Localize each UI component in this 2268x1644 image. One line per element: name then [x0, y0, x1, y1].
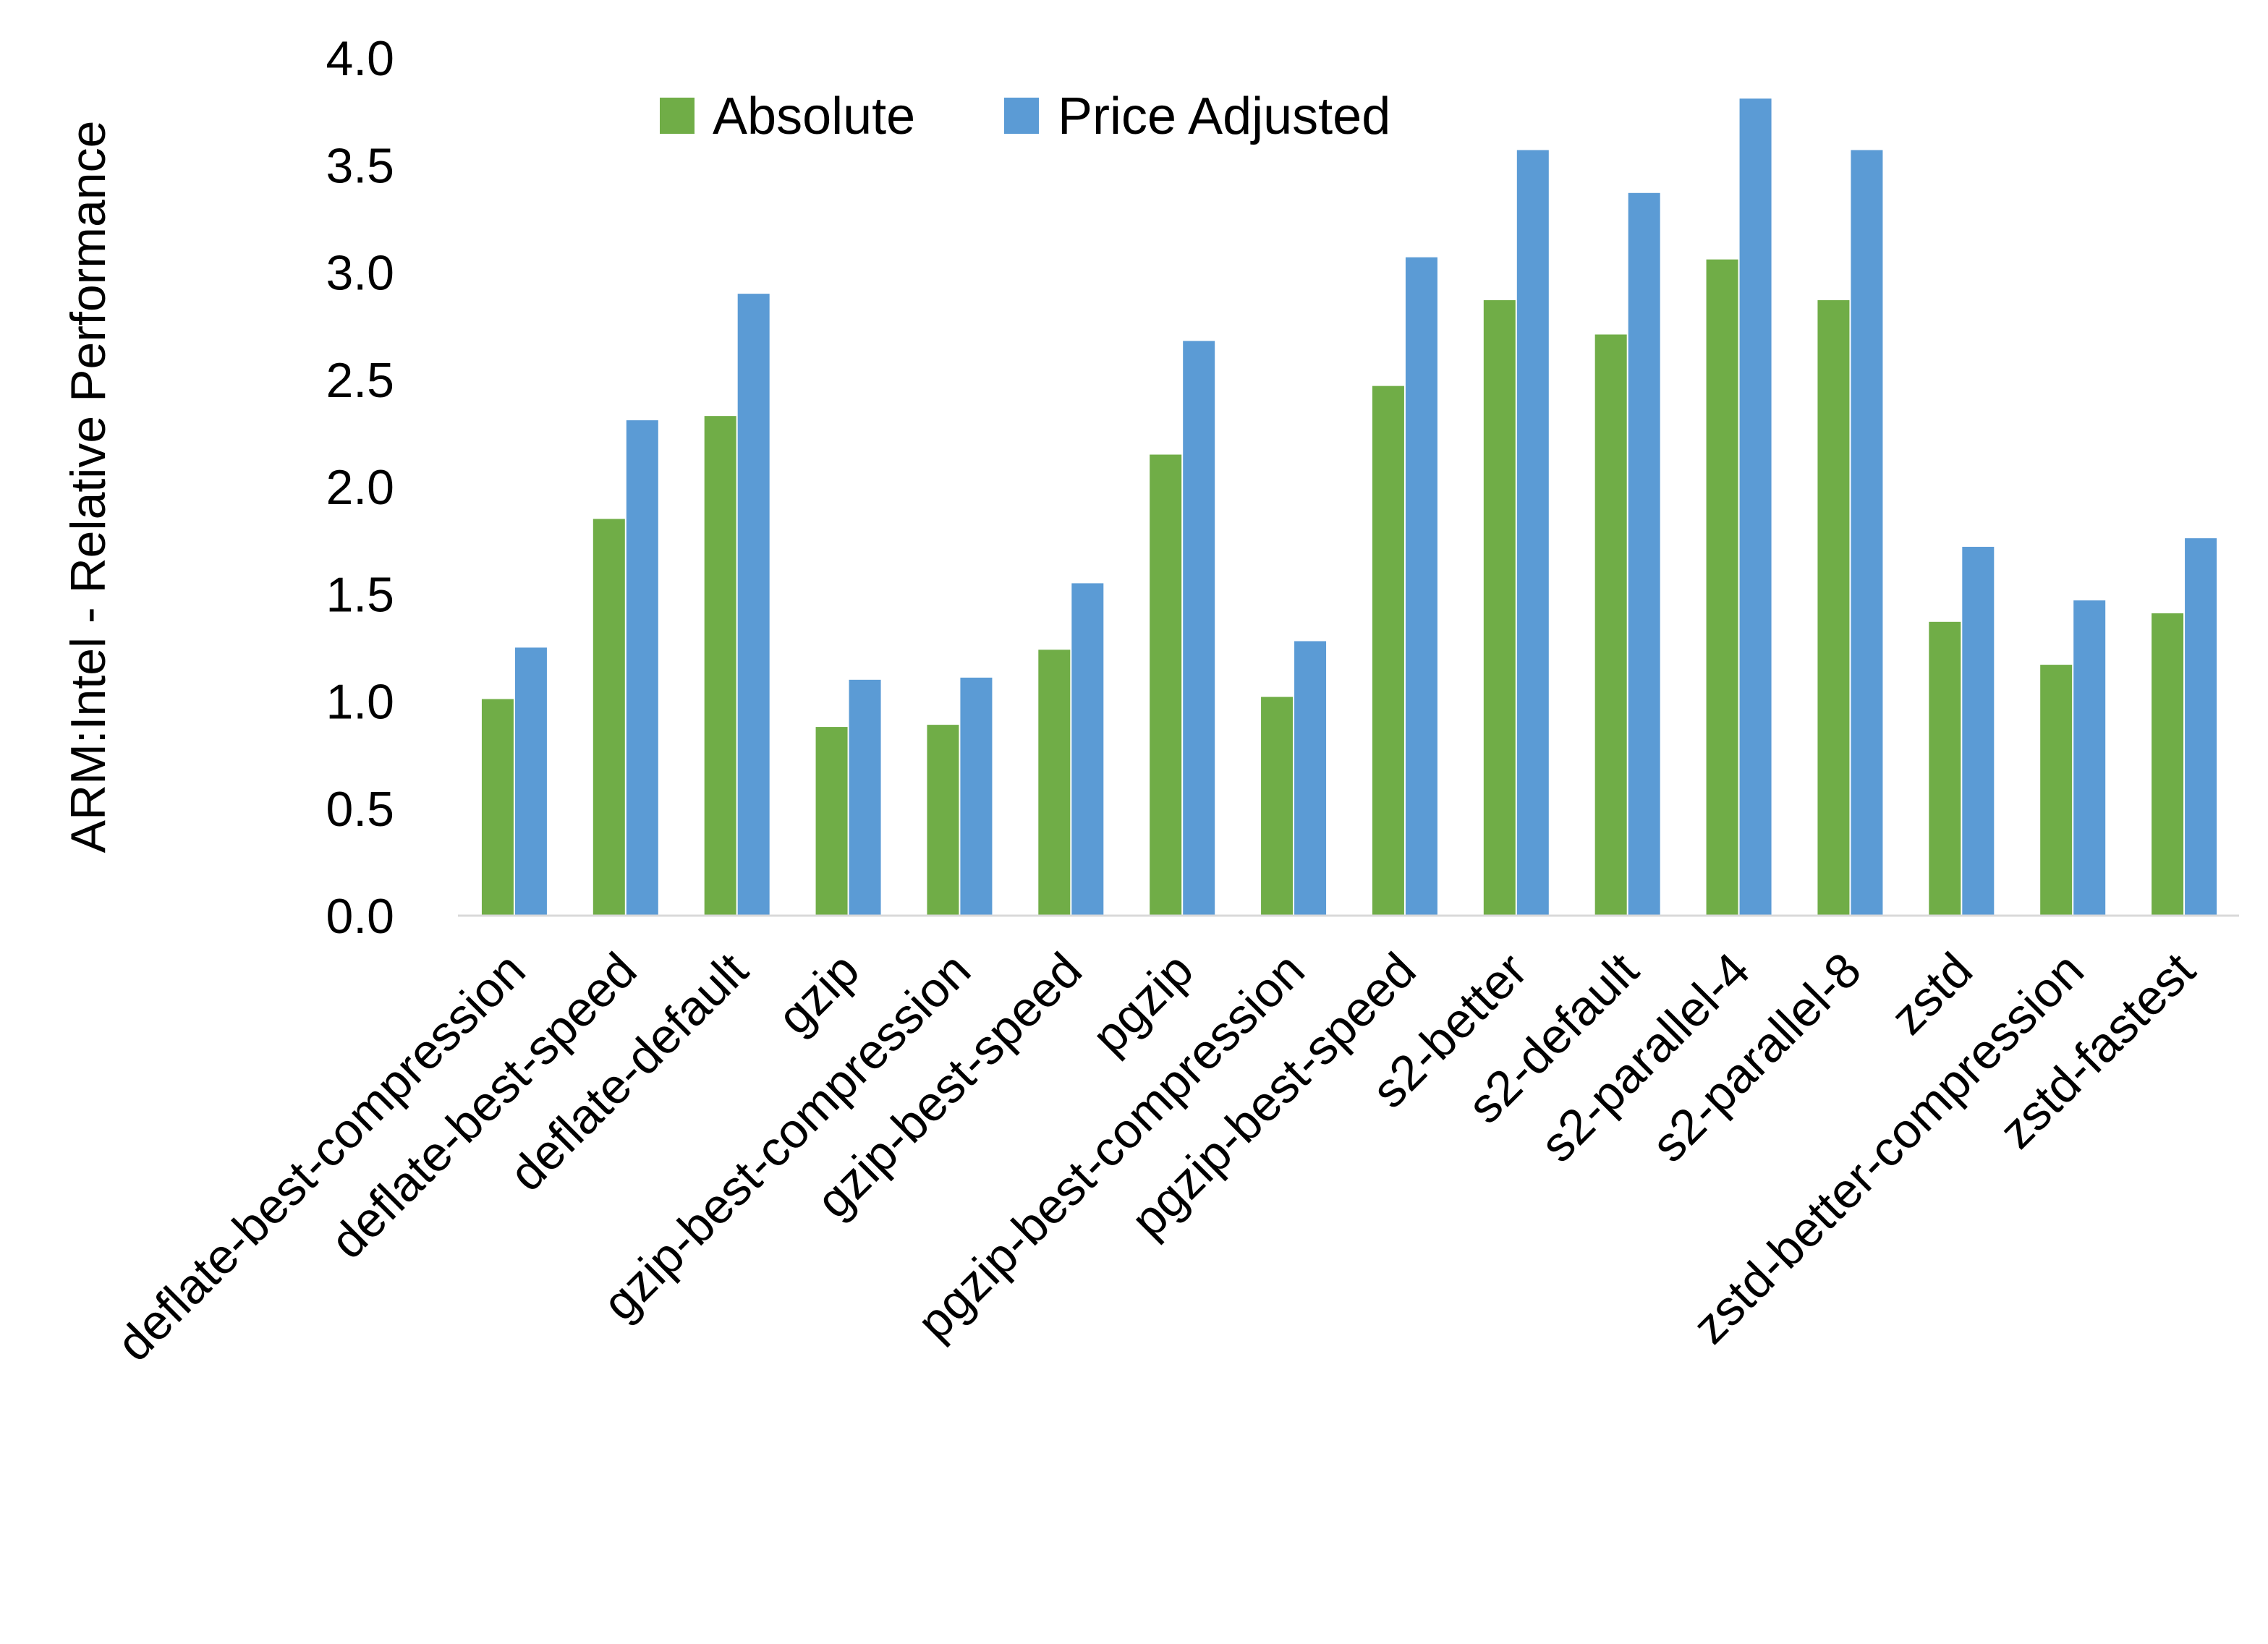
bar-price-adjusted-pgzip-best-compression — [1294, 641, 1327, 916]
y-tick-label: 0.5 — [326, 782, 394, 837]
y-axis-title: ARM:Intel - Relative Performance — [61, 121, 116, 853]
bar-price-adjusted-s2-default — [1628, 192, 1660, 916]
bar-price-adjusted-pgzip — [1183, 341, 1215, 916]
bar-absolute-pgzip — [1150, 454, 1182, 916]
y-tick-label: 2.5 — [326, 353, 394, 408]
bar-absolute-deflate-best-compression — [481, 699, 514, 916]
y-tick-label: 3.0 — [326, 246, 394, 301]
bar-absolute-s2-better — [1483, 300, 1516, 916]
bar-price-adjusted-deflate-default — [737, 294, 770, 916]
bar-price-adjusted-pgzip-best-speed — [1405, 257, 1437, 916]
bar-absolute-zstd-better-compression — [2040, 665, 2073, 916]
bar-absolute-s2-default — [1594, 334, 1627, 916]
bar-price-adjusted-deflate-best-speed — [626, 420, 658, 916]
legend-label-price-adjusted: Price Adjusted — [1058, 88, 1390, 145]
legend: Absolute Price Adjusted — [660, 88, 1390, 145]
legend-label-absolute: Absolute — [713, 88, 915, 145]
bar-absolute-pgzip-best-compression — [1261, 697, 1294, 916]
bar-price-adjusted-zstd-fastest — [2185, 538, 2217, 916]
bar-absolute-deflate-best-speed — [593, 519, 625, 916]
legend-swatch-price-adjusted — [1004, 98, 1039, 134]
y-tick-label: 0.0 — [326, 889, 394, 944]
y-tick-label: 2.0 — [326, 460, 394, 515]
bar-absolute-pgzip-best-speed — [1372, 386, 1404, 916]
bar-absolute-s2-parallel-8 — [1817, 300, 1850, 916]
bar-price-adjusted-gzip-best-speed — [1071, 583, 1104, 916]
bar-absolute-zstd-fastest — [2152, 613, 2184, 916]
bar-absolute-gzip-best-speed — [1038, 649, 1071, 916]
bar-price-adjusted-zstd — [1962, 547, 1995, 916]
bar-price-adjusted-deflate-best-compression — [514, 647, 547, 916]
bar-absolute-s2-parallel-4 — [1706, 259, 1738, 916]
bar-absolute-gzip-best-compression — [927, 725, 959, 916]
bar-price-adjusted-gzip — [849, 679, 881, 916]
bar-price-adjusted-zstd-better-compression — [2073, 600, 2106, 916]
y-tick-label: 3.5 — [326, 138, 394, 193]
y-tick-label: 1.5 — [326, 567, 394, 622]
bar-price-adjusted-s2-parallel-8 — [1851, 150, 1883, 916]
bar-absolute-gzip — [815, 727, 848, 916]
bar-price-adjusted-s2-parallel-4 — [1739, 98, 1772, 916]
bar-price-adjusted-gzip-best-compression — [960, 677, 993, 916]
y-tick-label: 4.0 — [326, 31, 394, 86]
y-tick-label: 1.0 — [326, 675, 394, 730]
bar-absolute-deflate-default — [704, 416, 736, 916]
bar-absolute-zstd — [1929, 621, 1961, 916]
legend-swatch-absolute — [660, 98, 695, 134]
x-tick-label: deflate-best-compression — [106, 942, 536, 1372]
bar-price-adjusted-s2-better — [1516, 150, 1549, 916]
